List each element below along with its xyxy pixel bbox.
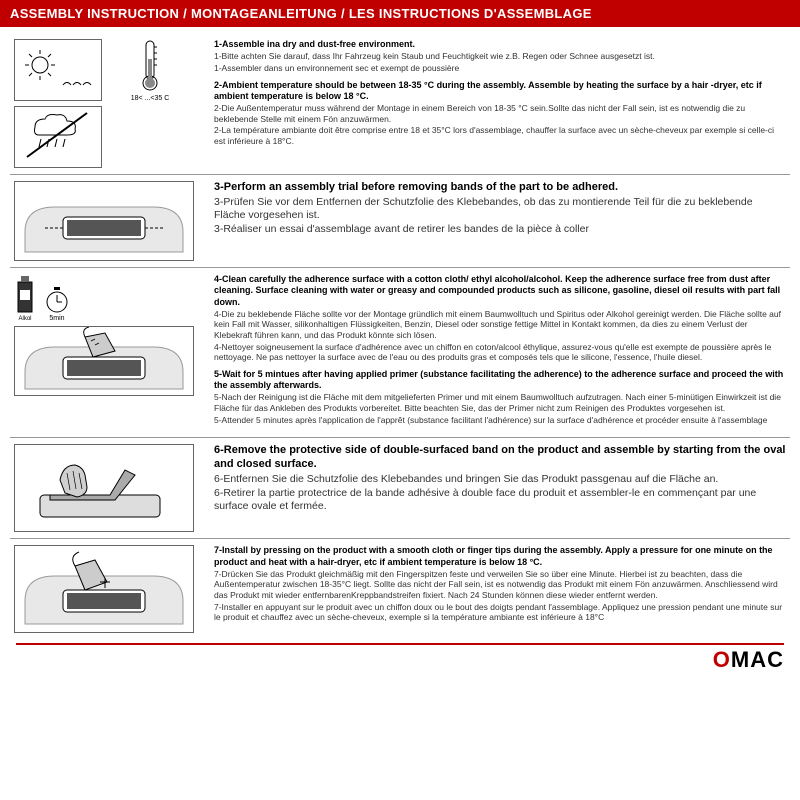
trial-fit-icon — [14, 181, 194, 261]
press-install-icon — [14, 545, 194, 633]
illustration-cell: Alkol 5min — [10, 268, 200, 437]
instruction-table: 18< ...<35 C 1-Assemble ina dry and dust… — [0, 27, 800, 639]
instruction-row: 7-Install by pressing on the product wit… — [10, 538, 790, 639]
footer: OMAC — [0, 639, 800, 677]
alcohol-label: Alkol — [14, 316, 36, 322]
illustration-cell — [10, 438, 200, 538]
step-line: 2-Die Außentemperatur muss während der M… — [214, 103, 786, 124]
timer-icon: 5min — [42, 285, 72, 322]
illustration-cell — [10, 539, 200, 639]
footer-line — [16, 643, 784, 645]
peel-tape-icon — [14, 444, 194, 532]
step-line: 5-Nach der Reinigung ist die Fläche mit … — [214, 392, 786, 413]
illustration-cell — [10, 175, 200, 267]
step-bold: 2-Ambient temperature should be between … — [214, 80, 786, 103]
logo-o: O — [713, 647, 731, 672]
instruction-row: 18< ...<35 C 1-Assemble ina dry and dust… — [10, 33, 790, 174]
no-rain-icon-box — [14, 106, 102, 168]
step-bold: 1-Assemble ina dry and dust-free environ… — [214, 39, 786, 50]
text-cell: 1-Assemble ina dry and dust-free environ… — [210, 33, 790, 174]
instruction-row: Alkol 5min — [10, 267, 790, 437]
step-line: 1-Bitte achten Sie darauf, dass Ihr Fahr… — [214, 51, 786, 62]
step-line: 5-Attender 5 minutes après l'application… — [214, 415, 786, 426]
logo: OMAC — [713, 647, 784, 672]
step-bold: 7-Install by pressing on the product wit… — [214, 545, 786, 568]
logo-mac: MAC — [731, 647, 784, 672]
alcohol-bottle-icon: Alkol — [14, 274, 36, 322]
instruction-row: 3-Perform an assembly trial before remov… — [10, 174, 790, 267]
thermometer-icon-box: 18< ...<35 C — [106, 39, 194, 102]
text-cell: 4-Clean carefully the adherence surface … — [210, 268, 790, 437]
step-line: 3-Prüfen Sie vor dem Entfernen der Schut… — [214, 196, 786, 222]
step-bold: 5-Wait for 5 mintues after having applie… — [214, 369, 786, 392]
illustration-cell: 18< ...<35 C — [10, 33, 200, 174]
text-cell: 7-Install by pressing on the product wit… — [210, 539, 790, 639]
step-line: 1-Assembler dans un environnement sec et… — [214, 63, 786, 74]
step-line: 7-Installer en appuyant sur le produit a… — [214, 602, 786, 623]
step-line: 6-Retirer la partie protectrice de la ba… — [214, 487, 786, 513]
step-line: 6-Entfernen Sie die Schutzfolie des Kleb… — [214, 473, 786, 486]
temp-label: 18< ...<35 C — [131, 95, 170, 102]
timer-label: 5min — [42, 315, 72, 322]
text-cell: 3-Perform an assembly trial before remov… — [210, 175, 790, 267]
step-line: 4-Die zu beklebende Fläche sollte vor de… — [214, 309, 786, 341]
step-line: 2-La température ambiante doit être comp… — [214, 125, 786, 146]
step-bold: 4-Clean carefully the adherence surface … — [214, 274, 786, 308]
header-title: ASSEMBLY INSTRUCTION / MONTAGEANLEITUNG … — [0, 0, 800, 27]
step-line: 4-Nettoyer soigneusement la surface d'ad… — [214, 342, 786, 363]
instruction-row: 6-Remove the protective side of double-s… — [10, 437, 790, 538]
step-line: 7-Drücken Sie das Produkt gleichmäßig mi… — [214, 569, 786, 601]
step-bold: 6-Remove the protective side of double-s… — [214, 444, 786, 472]
step-bold: 3-Perform an assembly trial before remov… — [214, 181, 786, 195]
text-cell: 6-Remove the protective side of double-s… — [210, 438, 790, 538]
cleaning-icon — [14, 326, 194, 396]
step-line: 3-Réaliser un essai d'assemblage avant d… — [214, 223, 786, 236]
sun-icon-box — [14, 39, 102, 101]
